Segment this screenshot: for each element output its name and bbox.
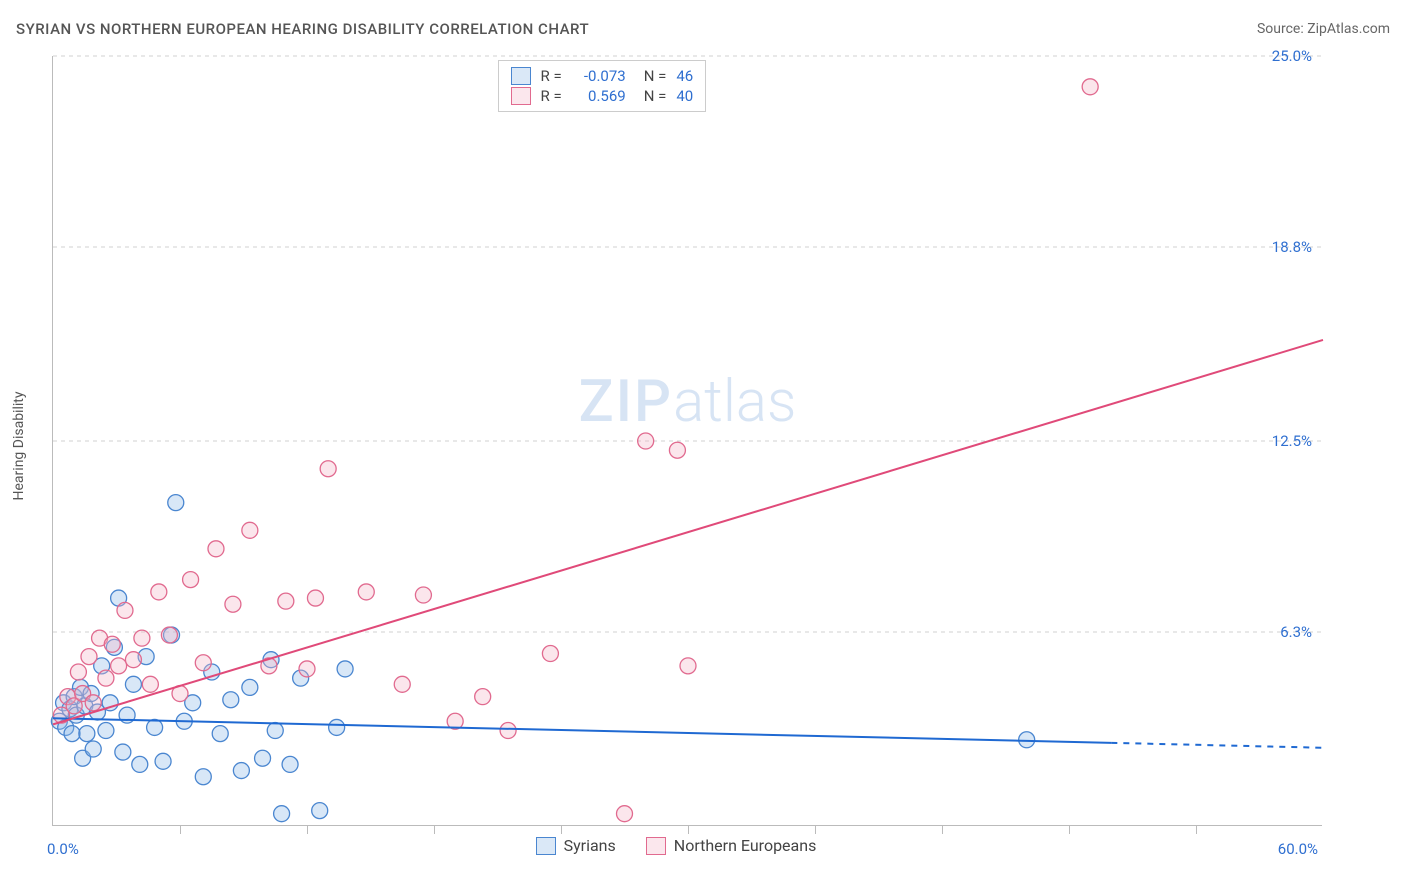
data-point	[147, 719, 163, 735]
data-point	[85, 695, 101, 711]
n-value: 46	[676, 67, 693, 85]
legend-swatch	[511, 67, 531, 85]
data-point	[1082, 79, 1098, 95]
r-label: R =	[541, 87, 562, 105]
data-point	[669, 442, 685, 458]
data-point	[223, 692, 239, 708]
y-tick-label: 12.5%	[1272, 432, 1312, 450]
data-point	[70, 664, 86, 680]
data-point	[168, 495, 184, 511]
data-point	[267, 723, 283, 739]
series-legend: Syrians Northern Europeans	[536, 836, 817, 855]
data-point	[299, 661, 315, 677]
data-point	[104, 636, 120, 652]
data-point	[85, 741, 101, 757]
x-tick-mark	[307, 826, 308, 834]
chart-container: SYRIAN VS NORTHERN EUROPEAN HEARING DISA…	[0, 0, 1406, 892]
x-tick-mark	[434, 826, 435, 834]
x-tick-mark	[688, 826, 689, 834]
plot-svg	[53, 56, 1323, 826]
x-tick-mark	[1196, 826, 1197, 834]
data-point	[125, 652, 141, 668]
data-point	[394, 676, 410, 692]
x-tick-mark	[942, 826, 943, 834]
data-point	[132, 756, 148, 772]
data-point	[195, 655, 211, 671]
data-point	[337, 661, 353, 677]
x-tick-mark	[561, 826, 562, 834]
data-point	[111, 658, 127, 674]
r-value: 0.569	[572, 87, 626, 105]
data-point	[415, 587, 431, 603]
y-tick-label: 25.0%	[1272, 47, 1312, 65]
trend-line-extend	[1111, 743, 1323, 748]
data-point	[242, 522, 258, 538]
data-point	[274, 806, 290, 822]
data-point	[115, 744, 131, 760]
data-point	[278, 593, 294, 609]
y-tick-label: 18.8%	[1272, 238, 1312, 256]
data-point	[183, 572, 199, 588]
data-point	[320, 461, 336, 477]
data-point	[307, 590, 323, 606]
correlation-legend-row: R = 0.569 N = 40	[511, 87, 694, 105]
x-tick-mark	[180, 826, 181, 834]
data-point	[125, 676, 141, 692]
data-point	[475, 689, 491, 705]
data-point	[117, 602, 133, 618]
correlation-legend: R = -0.073 N = 46 R = 0.569 N = 40	[498, 60, 707, 112]
y-tick-label: 6.3%	[1280, 623, 1312, 641]
legend-swatch	[646, 837, 666, 855]
data-point	[79, 726, 95, 742]
chart-source: Source: ZipAtlas.com	[1257, 21, 1390, 37]
data-point	[134, 630, 150, 646]
n-value: 40	[676, 87, 693, 105]
x-max-label: 60.0%	[1278, 840, 1318, 858]
chart-title: SYRIAN VS NORTHERN EUROPEAN HEARING DISA…	[16, 20, 589, 38]
data-point	[255, 750, 271, 766]
x-tick-mark	[1069, 826, 1070, 834]
trend-line	[53, 718, 1111, 743]
data-point	[225, 596, 241, 612]
series-legend-label: Northern Europeans	[674, 836, 817, 855]
data-point	[208, 541, 224, 557]
data-point	[329, 719, 345, 735]
data-point	[142, 676, 158, 692]
data-point	[617, 806, 633, 822]
data-point	[195, 769, 211, 785]
scatter-plot: ZIPatlas 6.3%12.5%18.8%25.0%0.0%60.0%R =…	[52, 56, 1322, 826]
data-point	[680, 658, 696, 674]
data-point	[81, 649, 97, 665]
data-point	[312, 803, 328, 819]
series-legend-item: Northern Europeans	[646, 836, 817, 855]
data-point	[282, 756, 298, 772]
r-value: -0.073	[572, 67, 626, 85]
series-legend-item: Syrians	[536, 836, 616, 855]
data-point	[151, 584, 167, 600]
data-point	[98, 723, 114, 739]
chart-header: SYRIAN VS NORTHERN EUROPEAN HEARING DISA…	[16, 20, 1390, 38]
n-label: N =	[644, 87, 667, 105]
data-point	[358, 584, 374, 600]
data-point	[161, 627, 177, 643]
data-point	[155, 753, 171, 769]
x-min-label: 0.0%	[47, 840, 79, 858]
data-point	[542, 646, 558, 662]
series-legend-label: Syrians	[564, 836, 616, 855]
legend-swatch	[536, 837, 556, 855]
legend-swatch	[511, 87, 531, 105]
n-label: N =	[644, 67, 667, 85]
correlation-legend-row: R = -0.073 N = 46	[511, 67, 694, 85]
data-point	[212, 726, 228, 742]
data-point	[242, 679, 258, 695]
r-label: R =	[541, 67, 562, 85]
x-tick-mark	[815, 826, 816, 834]
data-point	[98, 670, 114, 686]
data-point	[233, 763, 249, 779]
y-axis-label: Hearing Disability	[11, 392, 27, 501]
data-point	[500, 723, 516, 739]
data-point	[638, 433, 654, 449]
data-point	[64, 726, 80, 742]
